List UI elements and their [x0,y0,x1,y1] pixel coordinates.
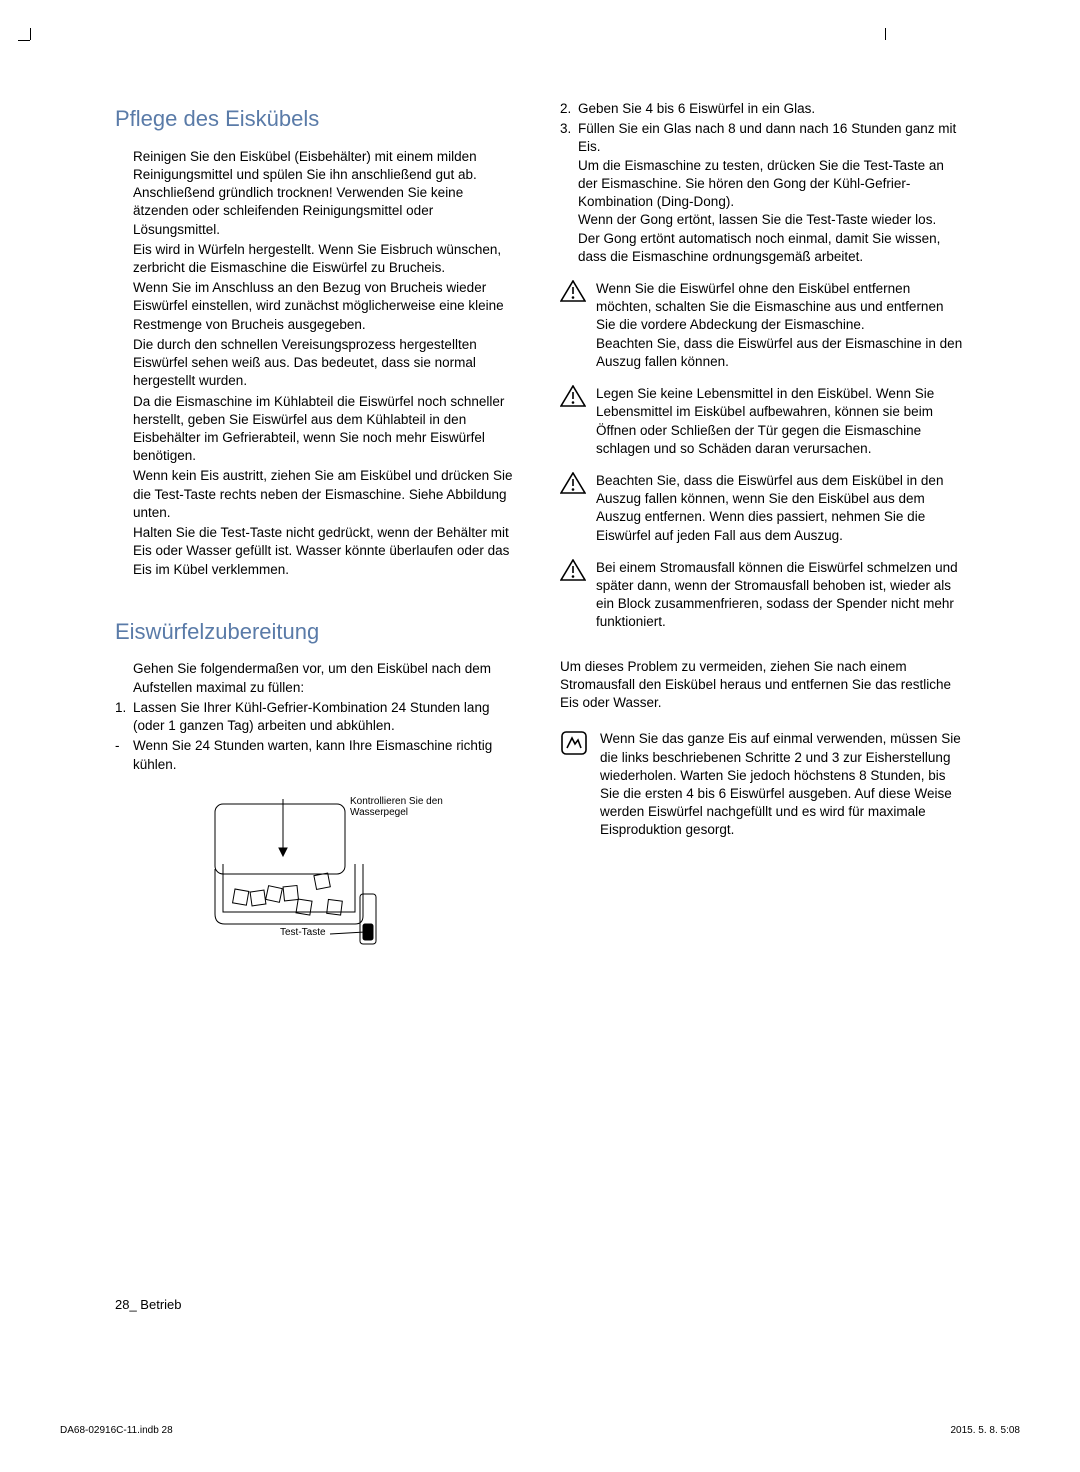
step-number: 2. [560,100,578,118]
caution-text: Legen Sie keine Lebensmittel in den Eisk… [596,385,965,458]
dash: - [115,737,133,773]
caution-text: Beachten Sie, dass die Eiswürfel aus dem… [596,472,965,545]
para: Wenn kein Eis austritt, ziehen Sie am Ei… [133,467,520,522]
step-2: 2. Geben Sie 4 bis 6 Eiswürfel in ein Gl… [560,100,965,118]
caution-block-2: Legen Sie keine Lebensmittel in den Eisk… [560,385,965,458]
caution-icon [560,472,586,545]
para: Eis wird in Würfeln hergestellt. Wenn Si… [133,241,520,277]
step-1: 1. Lassen Sie Ihrer Kühl-Gefrier-Kombina… [115,699,520,735]
page-content: Pﬂege des Eiskübels Reinigen Sie den Eis… [115,100,965,1352]
para: Wenn Sie im Anschluss an den Bezug von B… [133,279,520,334]
step3-line-b: Um die Eismaschine zu testen, drücken Si… [578,158,944,209]
step-text: Füllen Sie ein Glas nach 8 und dann nach… [578,120,965,266]
caution-icon [560,559,586,632]
right-column: 2. Geben Sie 4 bis 6 Eiswürfel in ein Gl… [555,100,965,1352]
para: Da die Eismaschine im Kühlabteil die Eis… [133,393,520,466]
figure-label-test: Test-Taste [280,927,326,939]
step-note-text: Wenn Sie 24 Stunden warten, kann Ihre Ei… [133,737,520,773]
step-3: 3. Füllen Sie ein Glas nach 8 und dann n… [560,120,965,266]
step3-line-a: Füllen Sie ein Glas nach 8 und dann nach… [578,121,956,154]
caution-block-3: Beachten Sie, dass die Eiswürfel aus dem… [560,472,965,545]
step-note: - Wenn Sie 24 Stunden warten, kann Ihre … [115,737,520,773]
note-block: Wenn Sie das ganze Eis auf einmal verwen… [560,730,965,839]
page-footer-label: 28_ Betrieb [115,1297,182,1312]
para: Halten Sie die Test-Taste nicht gedrückt… [133,524,520,579]
heading-care: Pﬂege des Eiskübels [115,104,520,134]
step-number: 1. [115,699,133,735]
note-icon [560,730,590,839]
note-text: Wenn Sie das ganze Eis auf einmal verwen… [600,730,965,839]
para: Die durch den schnellen Vereisungsprozes… [133,336,520,391]
ice-maker-illustration [195,794,455,994]
ice-maker-figure: Kontrollieren Sie den Wasserpegel Test-T… [195,794,455,994]
step3-line-d: Der Gong ertönt automatisch noch einmal,… [578,231,940,264]
caution-text: Bei einem Stromausfall können die Eiswür… [596,559,965,632]
caution-block-1: Wenn Sie die Eiswürfel ohne den Eiskübel… [560,280,965,371]
caution-text: Wenn Sie die Eiswürfel ohne den Eiskübel… [596,280,965,371]
step-number: 3. [560,120,578,266]
footer-timestamp: 2015. 5. 8. 5:08 [950,1425,1020,1436]
free-paragraph: Um dieses Problem zu vermeiden, ziehen S… [560,658,965,713]
step-text: Lassen Sie Ihrer Kühl-Gefrier-Kombinatio… [133,699,520,735]
step-text: Geben Sie 4 bis 6 Eiswürfel in ein Glas. [578,100,965,118]
caution-block-4: Bei einem Stromausfall können die Eiswür… [560,559,965,632]
para: Reinigen Sie den Eiskübel (Eisbehälter) … [133,148,520,239]
footer-filename: DA68-02916C-11.indb 28 [60,1425,173,1436]
caution-icon [560,385,586,458]
para: Gehen Sie folgendermaßen vor, um den Eis… [133,660,520,696]
figure-label-water: Kontrollieren Sie den Wasserpegel [350,796,455,819]
heading-ice-prep: Eiswürfelzubereitung [115,617,520,647]
left-column: Pﬂege des Eiskübels Reinigen Sie den Eis… [115,100,525,1352]
caution-icon [560,280,586,371]
step3-line-c: Wenn der Gong ertönt, lassen Sie die Tes… [578,212,936,227]
